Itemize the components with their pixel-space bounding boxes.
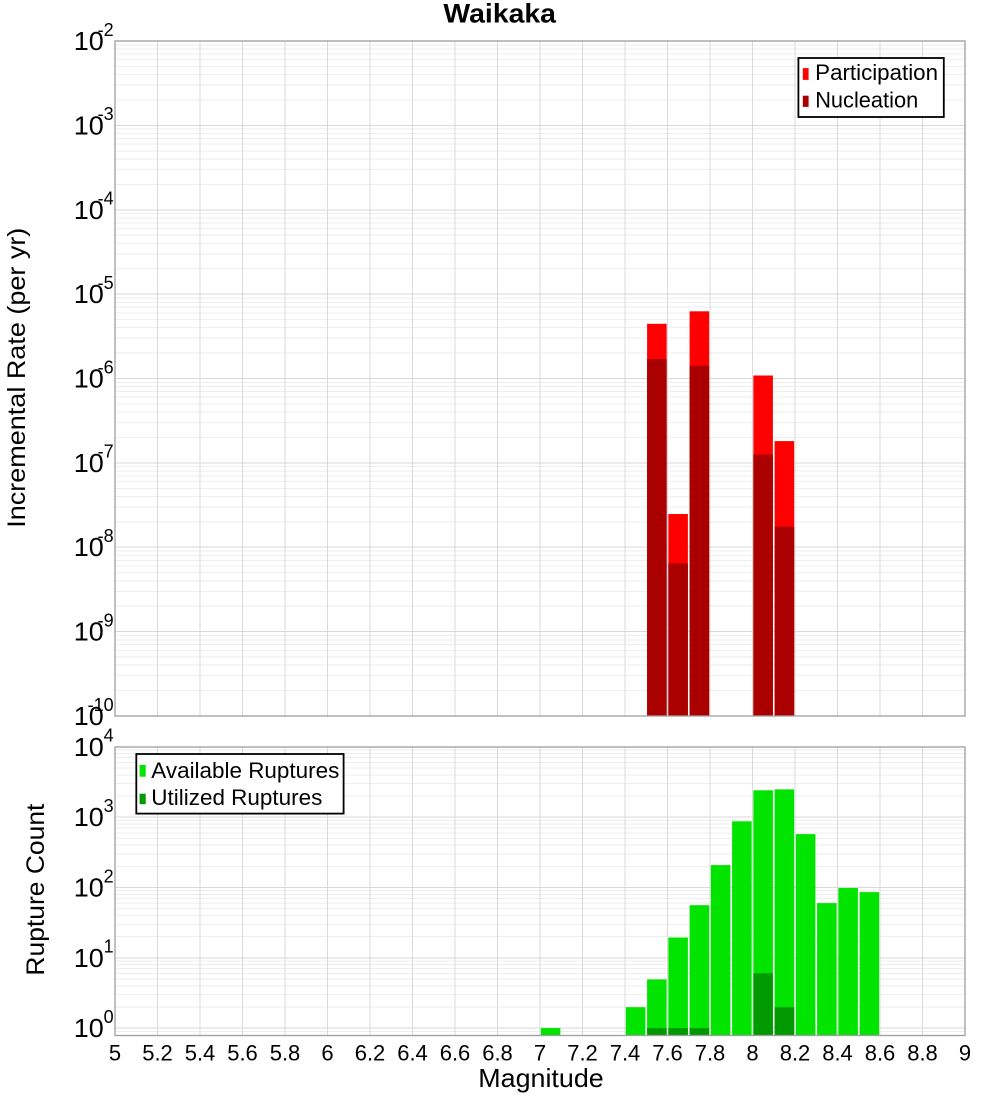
svg-text:8: 8 [746,1041,758,1066]
svg-text:6: 6 [321,1041,333,1066]
svg-text:Magnitude: Magnitude [478,1063,603,1093]
svg-text:2: 2 [104,866,114,886]
svg-text:-9: -9 [98,610,114,630]
svg-text:10: 10 [74,701,104,731]
svg-text:10: 10 [74,802,104,832]
svg-text:6.4: 6.4 [397,1041,428,1066]
svg-text:10: 10 [74,732,104,762]
svg-text:7: 7 [534,1041,546,1066]
svg-text:10: 10 [74,195,104,225]
svg-text:Available Ruptures: Available Ruptures [151,758,339,783]
svg-text:Nucleation: Nucleation [815,88,918,113]
svg-text:Waikaka: Waikaka [443,0,557,29]
svg-text:-6: -6 [98,357,114,377]
svg-text:-8: -8 [98,526,114,546]
svg-text:5: 5 [109,1041,121,1066]
svg-text:0: 0 [104,1007,114,1027]
svg-text:8.4: 8.4 [822,1041,853,1066]
svg-text:10: 10 [74,26,104,56]
svg-text:8.2: 8.2 [780,1041,811,1066]
svg-text:Rupture Count: Rupture Count [22,804,50,976]
svg-text:7.2: 7.2 [567,1041,598,1066]
svg-text:-7: -7 [98,442,114,462]
svg-text:10: 10 [74,873,104,903]
svg-text:6.6: 6.6 [440,1041,471,1066]
svg-text:7.4: 7.4 [610,1041,641,1066]
svg-text:5.4: 5.4 [185,1041,216,1066]
svg-text:-3: -3 [98,104,114,124]
svg-text:4: 4 [104,726,114,746]
svg-text:9: 9 [959,1041,971,1066]
svg-text:-5: -5 [98,273,114,293]
svg-text:7.6: 7.6 [652,1041,683,1066]
svg-text:10: 10 [74,617,104,647]
svg-text:Utilized Ruptures: Utilized Ruptures [151,785,322,810]
svg-text:10: 10 [74,1013,104,1043]
svg-text:6.8: 6.8 [482,1041,513,1066]
svg-text:3: 3 [104,796,114,816]
svg-text:5.6: 5.6 [227,1041,258,1066]
svg-text:10: 10 [74,364,104,394]
svg-text:8.6: 8.6 [865,1041,896,1066]
svg-text:10: 10 [74,279,104,309]
svg-text:8.8: 8.8 [907,1041,938,1066]
svg-text:7.8: 7.8 [695,1041,726,1066]
svg-text:10: 10 [74,448,104,478]
svg-text:5.8: 5.8 [270,1041,301,1066]
svg-text:1: 1 [104,937,114,957]
svg-text:-10: -10 [88,695,114,715]
svg-text:5.2: 5.2 [142,1041,173,1066]
svg-text:10: 10 [74,943,104,973]
svg-text:Incremental Rate (per yr): Incremental Rate (per yr) [3,228,31,528]
svg-text:10: 10 [74,532,104,562]
svg-text:-2: -2 [98,20,114,40]
svg-text:10: 10 [74,110,104,140]
svg-text:-4: -4 [98,189,114,209]
svg-text:6.2: 6.2 [355,1041,386,1066]
svg-text:Participation: Participation [815,60,938,85]
